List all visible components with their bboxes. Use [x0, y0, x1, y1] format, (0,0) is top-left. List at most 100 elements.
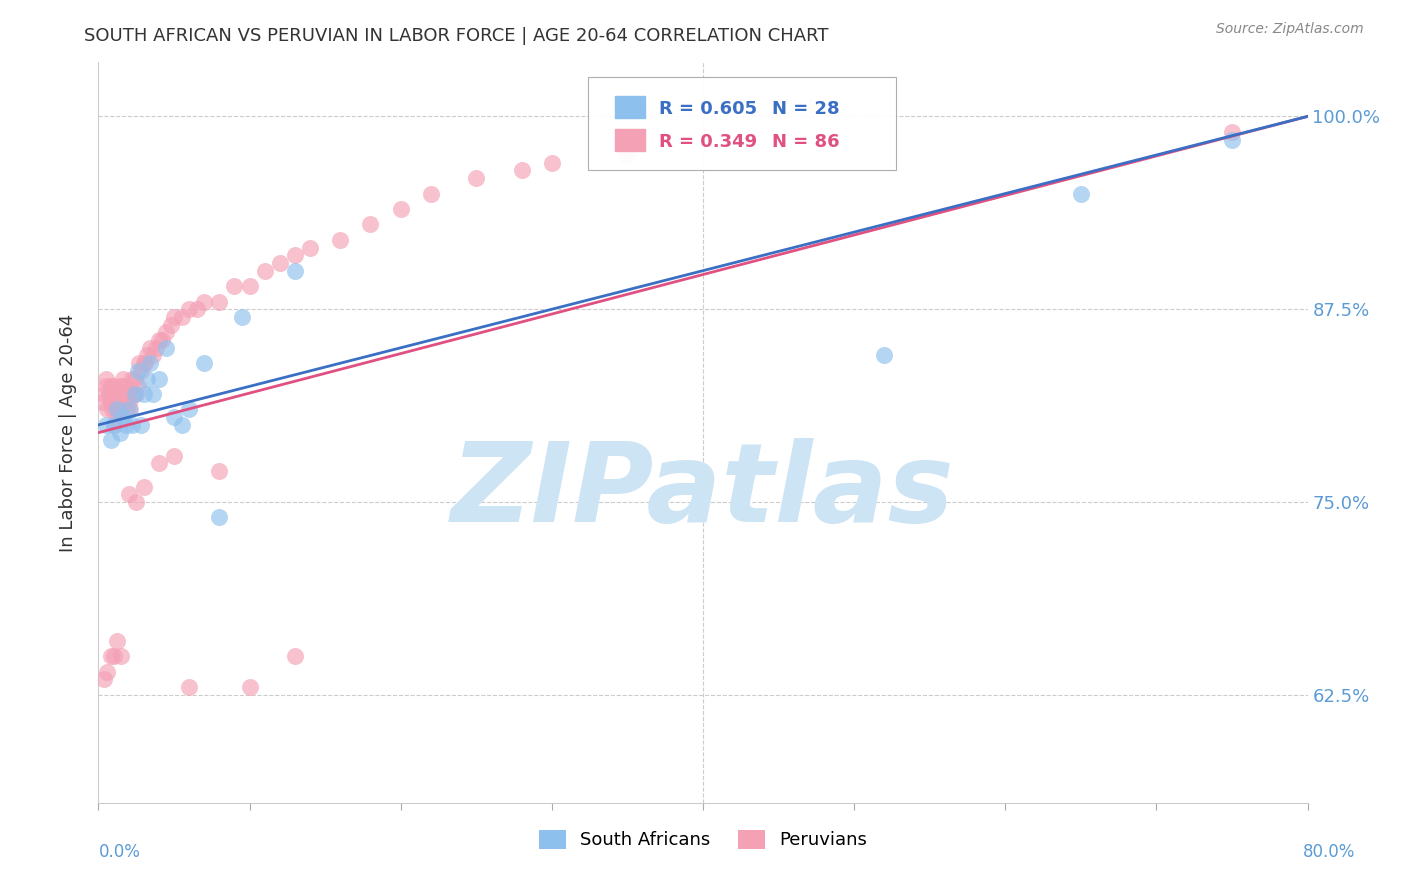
- Point: [98, 387, 121, 401]
- Point: [125, 387, 148, 401]
- Point: [150, 333, 173, 347]
- Point: [121, 417, 143, 432]
- Point: [107, 387, 129, 401]
- Point: [105, 394, 128, 409]
- Point: [100, 649, 122, 664]
- Point: [253, 263, 276, 277]
- Point: [299, 240, 322, 254]
- Point: [145, 341, 167, 355]
- Text: R = 0.349: R = 0.349: [659, 134, 758, 152]
- Point: [108, 425, 131, 440]
- Point: [170, 417, 193, 432]
- Text: ZIPatlas: ZIPatlas: [451, 438, 955, 545]
- Point: [118, 487, 141, 501]
- Text: 0.0%: 0.0%: [98, 843, 141, 861]
- Point: [284, 649, 307, 664]
- Point: [128, 356, 150, 370]
- Point: [160, 318, 183, 332]
- Point: [100, 434, 122, 448]
- Point: [110, 387, 132, 401]
- Point: [103, 649, 125, 664]
- Point: [132, 480, 155, 494]
- Point: [1220, 125, 1243, 139]
- Point: [104, 387, 127, 401]
- Point: [616, 148, 638, 162]
- Point: [148, 371, 170, 385]
- Point: [134, 356, 156, 370]
- Point: [105, 633, 128, 648]
- Point: [120, 402, 142, 417]
- Point: [420, 186, 443, 201]
- Point: [239, 279, 262, 293]
- Point: [96, 665, 118, 679]
- Text: N = 28: N = 28: [772, 100, 839, 118]
- Point: [94, 379, 117, 393]
- Point: [91, 394, 114, 409]
- Point: [114, 417, 136, 432]
- Point: [114, 387, 136, 401]
- Point: [94, 417, 117, 432]
- Point: [163, 449, 186, 463]
- Point: [121, 387, 143, 401]
- Point: [118, 394, 141, 409]
- Point: [122, 387, 145, 401]
- Point: [284, 248, 307, 262]
- Point: [111, 371, 134, 385]
- Point: [94, 371, 117, 385]
- Point: [465, 171, 488, 186]
- Point: [110, 379, 132, 393]
- Point: [93, 673, 115, 687]
- Point: [269, 256, 291, 270]
- Point: [389, 202, 412, 216]
- Bar: [614, 95, 645, 118]
- Point: [135, 371, 157, 385]
- Point: [118, 402, 141, 417]
- Point: [135, 349, 157, 363]
- Point: [103, 394, 125, 409]
- Point: [139, 341, 162, 355]
- Point: [105, 410, 128, 425]
- Point: [163, 310, 186, 324]
- Text: R = 0.605: R = 0.605: [659, 100, 758, 118]
- Point: [112, 394, 135, 409]
- Bar: [614, 129, 645, 152]
- Point: [1070, 186, 1092, 201]
- Point: [179, 680, 201, 694]
- Point: [155, 341, 177, 355]
- Point: [239, 680, 262, 694]
- Point: [103, 417, 125, 432]
- Point: [107, 402, 129, 417]
- Point: [104, 402, 127, 417]
- Point: [329, 233, 352, 247]
- Point: [132, 356, 155, 370]
- Point: [148, 457, 170, 471]
- Text: SOUTH AFRICAN VS PERUVIAN IN LABOR FORCE | AGE 20-64 CORRELATION CHART: SOUTH AFRICAN VS PERUVIAN IN LABOR FORCE…: [84, 27, 830, 45]
- Point: [111, 410, 134, 425]
- Point: [208, 464, 231, 478]
- Text: Source: ZipAtlas.com: Source: ZipAtlas.com: [1216, 22, 1364, 37]
- Point: [170, 310, 193, 324]
- Point: [93, 387, 115, 401]
- Point: [127, 364, 149, 378]
- Point: [103, 417, 125, 432]
- Point: [124, 371, 146, 385]
- Point: [186, 302, 208, 317]
- Point: [100, 379, 122, 393]
- Point: [208, 510, 231, 524]
- Point: [231, 310, 253, 324]
- Point: [101, 402, 124, 417]
- Point: [100, 394, 122, 409]
- Legend: South Africans, Peruvians: South Africans, Peruvians: [531, 823, 875, 856]
- Point: [108, 402, 131, 417]
- Point: [124, 387, 146, 401]
- Text: N = 86: N = 86: [772, 134, 839, 152]
- Point: [112, 379, 135, 393]
- Point: [111, 387, 134, 401]
- Point: [129, 417, 152, 432]
- Point: [224, 279, 246, 293]
- Point: [96, 402, 118, 417]
- Point: [114, 394, 136, 409]
- Point: [155, 326, 177, 340]
- Point: [121, 371, 143, 385]
- Point: [193, 356, 215, 370]
